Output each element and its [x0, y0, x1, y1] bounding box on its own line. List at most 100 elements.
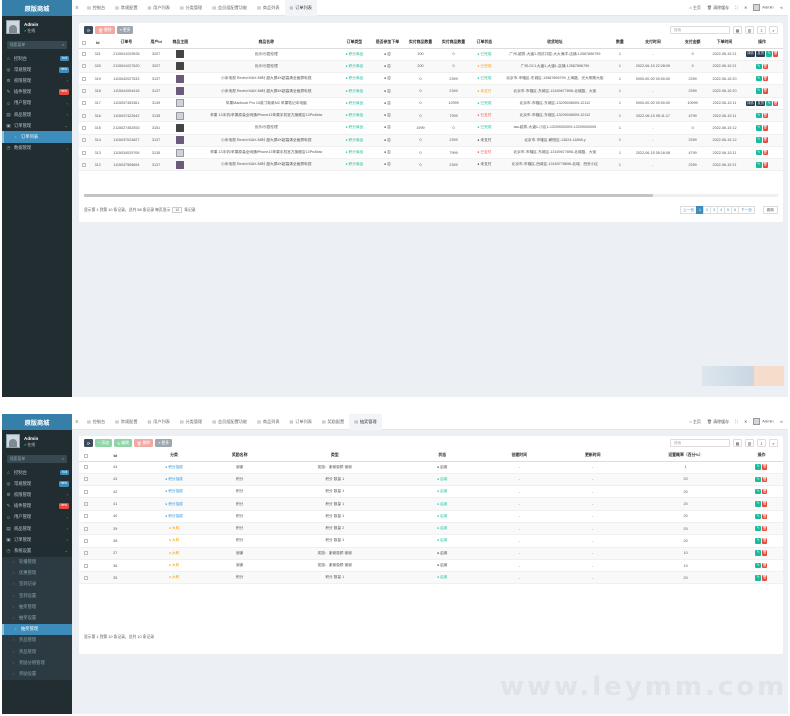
product-image[interactable] [176, 50, 185, 59]
table-search-input[interactable]: 搜索 [670, 26, 730, 34]
delete-icon[interactable]: 🗑 [762, 149, 769, 156]
tab-2[interactable]: ▤ 用户列表 [143, 0, 175, 16]
edit-icon[interactable]: ✎ [756, 125, 762, 131]
fullscreen-icon[interactable]: ⛶ [735, 419, 738, 424]
sidebar-item-3[interactable]: ✎ 插件管理 new [2, 87, 72, 98]
sidebar-item-1[interactable]: ◎ 常规管理 new [2, 478, 72, 489]
tab-4[interactable]: ▤ 会员组配置功能 [207, 0, 252, 16]
sidebar-item-8[interactable]: ◷ 数据管理 ‹ [2, 143, 72, 154]
edit-icon[interactable]: ✎ [756, 137, 762, 143]
delete-icon[interactable]: 🗑 [761, 513, 768, 520]
more-button[interactable]: ≡ 更多 [116, 26, 134, 34]
menu-search-input[interactable]: 搜索菜单 ⌕ [7, 41, 67, 49]
row-checkbox[interactable] [83, 575, 88, 580]
sidebar-item-12[interactable]: ○ 抽奖管理 [2, 601, 72, 613]
grid-icon[interactable]: ▦ [733, 439, 742, 447]
edit-icon[interactable]: ✎ [755, 476, 761, 483]
select-all-checkbox[interactable] [83, 453, 88, 458]
admin-menu[interactable]: Admin [753, 4, 774, 11]
sidebar-item-6[interactable]: ▣ 订单管理 ⌄ [2, 120, 72, 131]
sidebar-item-2[interactable]: ⚙ 权限管理 ‹ [2, 489, 72, 500]
delete-button[interactable]: 🗑 删除 [95, 26, 115, 34]
product-image[interactable] [176, 62, 185, 71]
row-checkbox[interactable] [81, 150, 86, 155]
row-checkbox[interactable] [81, 138, 86, 143]
row-checkbox[interactable] [83, 526, 88, 531]
column-header[interactable] [79, 450, 93, 462]
tab-6[interactable]: ▤ 订单列表 [285, 414, 317, 430]
tab-7[interactable]: ▤ 奖励配置 [317, 414, 349, 430]
edit-icon[interactable]: ✎ [755, 562, 761, 569]
columns-icon[interactable]: ▥ [745, 26, 754, 34]
column-header[interactable] [79, 37, 89, 49]
tab-3[interactable]: ▤ 分类管理 [175, 0, 207, 16]
sidebar-item-13[interactable]: ○ 抽奖设置 [2, 612, 72, 624]
delete-icon[interactable]: 🗑 [762, 63, 769, 70]
row-checkbox[interactable] [83, 477, 88, 482]
edit-icon[interactable]: ✎ [755, 488, 761, 495]
brand-logo[interactable]: 原版商城 [2, 414, 72, 430]
sidebar-item-7[interactable]: ○ 订单列表 [2, 131, 72, 143]
tab-5[interactable]: ▤ 商品列表 [252, 414, 284, 430]
search-icon[interactable]: ⌕ [769, 439, 778, 447]
tab-1[interactable]: ▤ 常规配置 [110, 0, 142, 16]
tab-4[interactable]: ▤ 会员组配置功能 [207, 414, 252, 430]
delete-icon[interactable]: 🗑 [761, 562, 768, 569]
delete-icon[interactable]: 🗑 [761, 575, 768, 581]
ship-button[interactable]: 发货 [756, 51, 766, 57]
row-checkbox[interactable] [83, 551, 88, 556]
edit-icon[interactable]: ✎ [756, 112, 762, 119]
sidebar-item-1[interactable]: ◎ 常规管理 new [2, 64, 72, 75]
delete-icon[interactable]: 🗑 [761, 464, 768, 470]
delete-icon[interactable]: 🗑 [761, 525, 768, 532]
product-image[interactable] [176, 148, 185, 157]
edit-icon[interactable]: ✎ [755, 575, 761, 581]
edit-icon[interactable]: ✎ [755, 525, 761, 532]
product-image[interactable] [176, 136, 185, 145]
tab-5[interactable]: ▤ 商品列表 [252, 0, 284, 16]
add-button[interactable]: + 添加 [95, 439, 112, 447]
table-search-input[interactable]: 搜索 [670, 439, 730, 447]
edit-icon[interactable]: ✎ [756, 162, 762, 168]
row-checkbox[interactable] [81, 101, 86, 106]
row-checkbox[interactable] [81, 125, 86, 130]
edit-icon[interactable]: ✎ [756, 149, 762, 156]
page-7[interactable]: 下一页 [738, 206, 755, 214]
edit-icon[interactable]: ✎ [755, 513, 761, 520]
delete-icon[interactable]: 🗑 [762, 75, 769, 82]
row-checkbox[interactable] [83, 514, 88, 519]
edit-icon[interactable]: ✎ [756, 88, 762, 94]
grid-icon[interactable]: ▦ [733, 26, 742, 34]
delete-icon[interactable]: 🗑 [762, 88, 769, 94]
ship-button[interactable]: 发货 [756, 100, 766, 107]
sidebar-item-5[interactable]: ▤ 商品管理 ‹ [2, 109, 72, 120]
delete-icon[interactable]: 🗑 [772, 100, 779, 107]
sidebar-item-5[interactable]: ▤ 商品管理 ‹ [2, 523, 72, 534]
frontend-link[interactable]: ⌂ 主页 [689, 4, 701, 10]
delete-icon[interactable]: 🗑 [761, 550, 768, 556]
select-all-checkbox[interactable] [81, 40, 86, 45]
menu-toggle-icon[interactable]: ≡ [75, 4, 79, 11]
clear-cache-button[interactable]: 🗑 清除缓存 [706, 418, 730, 424]
sidebar-item-18[interactable]: ○ 奖励设置 [2, 668, 72, 680]
search-icon[interactable]: ⌕ [769, 26, 778, 34]
sidebar-item-6[interactable]: ▣ 订单管理 ‹ [2, 534, 72, 545]
row-checkbox[interactable] [83, 538, 88, 543]
delete-icon[interactable]: 🗑 [762, 162, 769, 168]
columns-icon[interactable]: ▥ [745, 439, 754, 447]
share-icon[interactable]: ⋖ [779, 419, 783, 424]
sidebar-item-4[interactable]: ☺ 用户管理 ‹ [2, 98, 72, 109]
product-image[interactable] [176, 74, 185, 83]
more-button[interactable]: ≡ 更多 [155, 439, 173, 447]
edit-icon[interactable]: ✎ [755, 464, 761, 470]
brand-logo[interactable]: 原版商城 [2, 0, 72, 16]
menu-search-input[interactable]: 搜索菜单 ⌕ [7, 455, 67, 463]
edit-icon[interactable]: ✎ [755, 538, 761, 544]
edit-button[interactable]: ✎ 编辑 [114, 439, 132, 447]
export-icon[interactable]: ⇩ [757, 439, 766, 447]
product-image[interactable] [176, 87, 185, 96]
refresh-button[interactable]: ⟳ [84, 26, 94, 34]
delete-icon[interactable]: 🗑 [762, 137, 769, 143]
delete-button[interactable]: 🗑 删除 [133, 439, 154, 447]
tab-2[interactable]: ▤ 用户列表 [143, 414, 175, 430]
